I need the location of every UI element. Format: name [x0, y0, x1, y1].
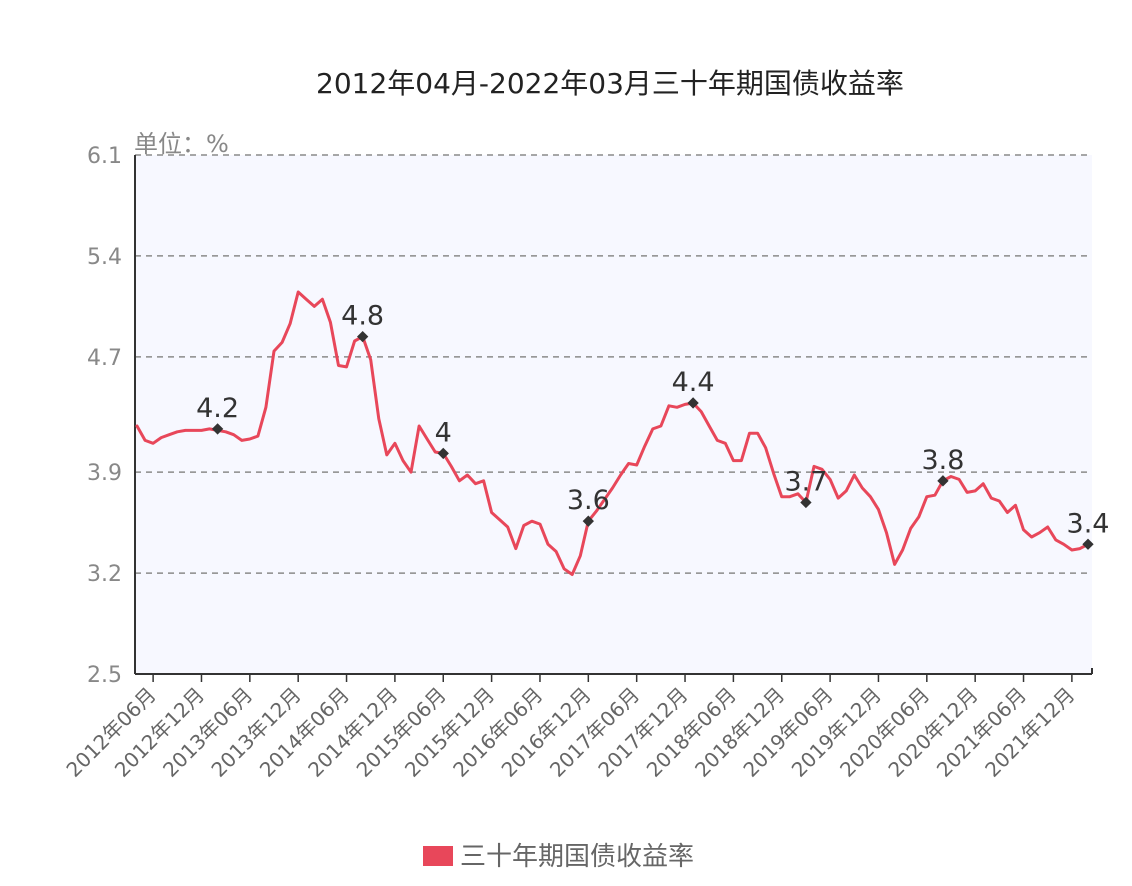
series-layer — [135, 290, 1090, 576]
data-label: 4.2 — [196, 393, 239, 424]
data-point-marker — [1082, 538, 1094, 550]
data-label: 4.4 — [672, 367, 715, 398]
y-tick-label: 4.7 — [87, 346, 122, 371]
data-label: 3.8 — [921, 445, 964, 476]
data-point-marker — [687, 397, 699, 409]
y-tick-label: 3.2 — [87, 562, 122, 587]
data-point-marker — [357, 330, 369, 343]
legend-label: 三十年期国债收益率 — [460, 842, 694, 872]
x-axis-ticks: 2012年06月2012年12月2013年06月2013年12月2014年06月… — [61, 674, 1079, 782]
unit-label: 单位：% — [134, 130, 229, 158]
axes — [134, 155, 1093, 675]
y-tick-label: 2.5 — [87, 663, 122, 688]
data-labels: 4.2 4.8 4 3.6 4.4 3.7 3.8 3.4 — [196, 301, 1109, 550]
data-label: 3.4 — [1067, 508, 1110, 539]
data-point-marker — [211, 423, 224, 435]
y-tick-label: 6.1 — [87, 144, 122, 169]
data-point-marker — [800, 496, 812, 509]
data-point-marker — [937, 475, 949, 487]
data-point-marker — [582, 515, 594, 527]
chart-title: 2012年04月-2022年03月三十年期国债收益率 — [316, 67, 904, 100]
plot-background — [135, 155, 1092, 674]
legend-swatch — [423, 846, 453, 866]
y-tick-label: 3.9 — [87, 461, 122, 486]
y-tick-label: 5.4 — [87, 245, 122, 270]
grid-lines — [135, 154, 1092, 574]
data-label: 3.7 — [784, 466, 827, 497]
data-label: 4 — [435, 417, 452, 448]
data-point-marker — [437, 447, 449, 460]
data-label: 3.6 — [567, 485, 610, 516]
legend[interactable]: 三十年期国债收益率 — [423, 842, 694, 872]
y-axis-ticks: 6.1 5.4 4.7 3.9 3.2 2.5 — [87, 144, 122, 688]
data-label: 4.8 — [341, 301, 384, 332]
series-line — [135, 290, 1090, 576]
